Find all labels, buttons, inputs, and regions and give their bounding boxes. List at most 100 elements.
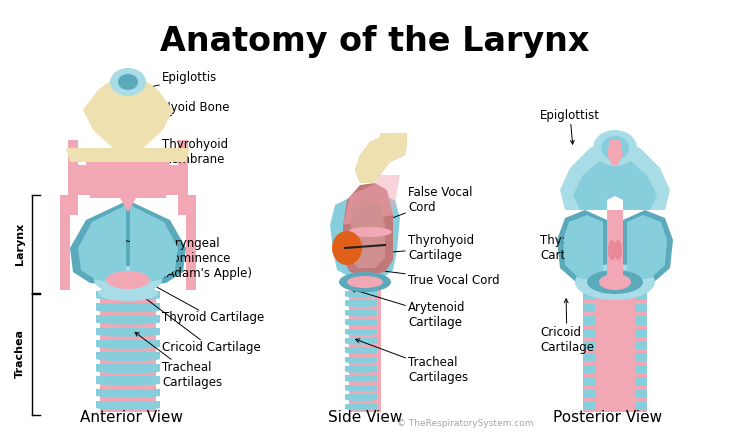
Ellipse shape [94, 266, 162, 294]
Polygon shape [345, 357, 377, 362]
Text: Laryngeal
Prominence
(Adam's Apple): Laryngeal Prominence (Adam's Apple) [117, 236, 252, 280]
Text: Thyrohyoid
Cartilage: Thyrohyoid Cartilage [358, 234, 474, 262]
Polygon shape [595, 353, 635, 361]
Polygon shape [186, 215, 196, 290]
Ellipse shape [345, 332, 377, 335]
Polygon shape [583, 388, 647, 400]
Polygon shape [100, 314, 156, 326]
Polygon shape [563, 215, 603, 280]
Polygon shape [583, 290, 647, 302]
Polygon shape [583, 402, 595, 410]
Polygon shape [595, 304, 635, 312]
Polygon shape [100, 351, 156, 363]
Polygon shape [349, 318, 381, 328]
Polygon shape [349, 365, 381, 375]
Text: Tracheal
Cartilages: Tracheal Cartilages [356, 339, 468, 384]
Polygon shape [345, 375, 377, 381]
Polygon shape [635, 341, 647, 349]
Polygon shape [345, 404, 377, 409]
Polygon shape [350, 200, 385, 268]
Ellipse shape [345, 398, 377, 401]
Polygon shape [345, 338, 377, 343]
Polygon shape [96, 303, 160, 310]
Polygon shape [178, 140, 188, 200]
Polygon shape [627, 215, 667, 280]
Polygon shape [583, 314, 647, 326]
Polygon shape [345, 347, 377, 352]
Text: Arytenoid
Cartilage: Arytenoid Cartilage [352, 288, 466, 329]
Polygon shape [583, 341, 595, 349]
Polygon shape [583, 400, 647, 412]
Ellipse shape [345, 304, 377, 307]
Polygon shape [583, 375, 647, 388]
Polygon shape [557, 210, 607, 285]
Polygon shape [345, 310, 377, 315]
Polygon shape [128, 70, 173, 148]
Polygon shape [355, 135, 407, 183]
Polygon shape [595, 402, 635, 410]
Polygon shape [583, 353, 595, 361]
Text: Trachea: Trachea [15, 329, 25, 378]
Polygon shape [349, 402, 381, 412]
Polygon shape [100, 375, 156, 388]
Polygon shape [178, 195, 196, 215]
Polygon shape [128, 200, 186, 285]
Text: Cricoid Cartilage: Cricoid Cartilage [128, 285, 261, 354]
Polygon shape [330, 195, 400, 280]
Polygon shape [343, 175, 400, 225]
Ellipse shape [106, 271, 150, 289]
Polygon shape [130, 205, 178, 282]
Ellipse shape [345, 370, 377, 373]
Polygon shape [96, 364, 160, 371]
Polygon shape [595, 378, 635, 385]
Ellipse shape [345, 360, 377, 364]
Polygon shape [100, 302, 156, 314]
Polygon shape [349, 299, 381, 309]
Polygon shape [78, 205, 126, 282]
Polygon shape [96, 376, 160, 383]
Polygon shape [345, 319, 377, 324]
Polygon shape [607, 140, 623, 165]
Ellipse shape [599, 274, 631, 290]
Polygon shape [349, 375, 381, 384]
Text: © TheRespiratorySystem.com: © TheRespiratorySystem.com [397, 419, 533, 428]
Text: Epiglottist: Epiglottist [540, 108, 600, 144]
Polygon shape [380, 133, 407, 145]
Ellipse shape [587, 270, 643, 294]
Polygon shape [68, 140, 78, 200]
Ellipse shape [96, 320, 160, 325]
Polygon shape [345, 291, 377, 296]
Ellipse shape [96, 308, 160, 312]
Ellipse shape [96, 393, 160, 398]
Polygon shape [583, 292, 595, 300]
Text: Hyoid Bone: Hyoid Bone [134, 101, 230, 128]
Ellipse shape [96, 344, 160, 349]
Text: False Vocal
Cord: False Vocal Cord [356, 186, 472, 232]
Polygon shape [343, 183, 393, 276]
Polygon shape [573, 152, 657, 210]
Ellipse shape [96, 332, 160, 337]
Ellipse shape [348, 227, 392, 237]
Ellipse shape [614, 240, 622, 260]
Text: Thyroid Cartilage: Thyroid Cartilage [125, 270, 264, 325]
Ellipse shape [110, 68, 146, 96]
Polygon shape [349, 309, 381, 318]
Polygon shape [349, 384, 381, 393]
Polygon shape [96, 316, 160, 323]
Polygon shape [349, 290, 381, 299]
Ellipse shape [345, 388, 377, 392]
Polygon shape [607, 210, 623, 285]
Polygon shape [345, 394, 377, 399]
Polygon shape [583, 351, 647, 363]
Polygon shape [635, 365, 647, 373]
Polygon shape [96, 328, 160, 335]
Polygon shape [635, 402, 647, 410]
Polygon shape [96, 340, 160, 347]
Polygon shape [60, 215, 70, 290]
Polygon shape [595, 316, 635, 325]
Ellipse shape [96, 381, 160, 385]
Text: Anterior View: Anterior View [80, 410, 183, 425]
Text: Epiglottis: Epiglottis [136, 72, 218, 91]
Polygon shape [635, 304, 647, 312]
Ellipse shape [118, 74, 138, 90]
